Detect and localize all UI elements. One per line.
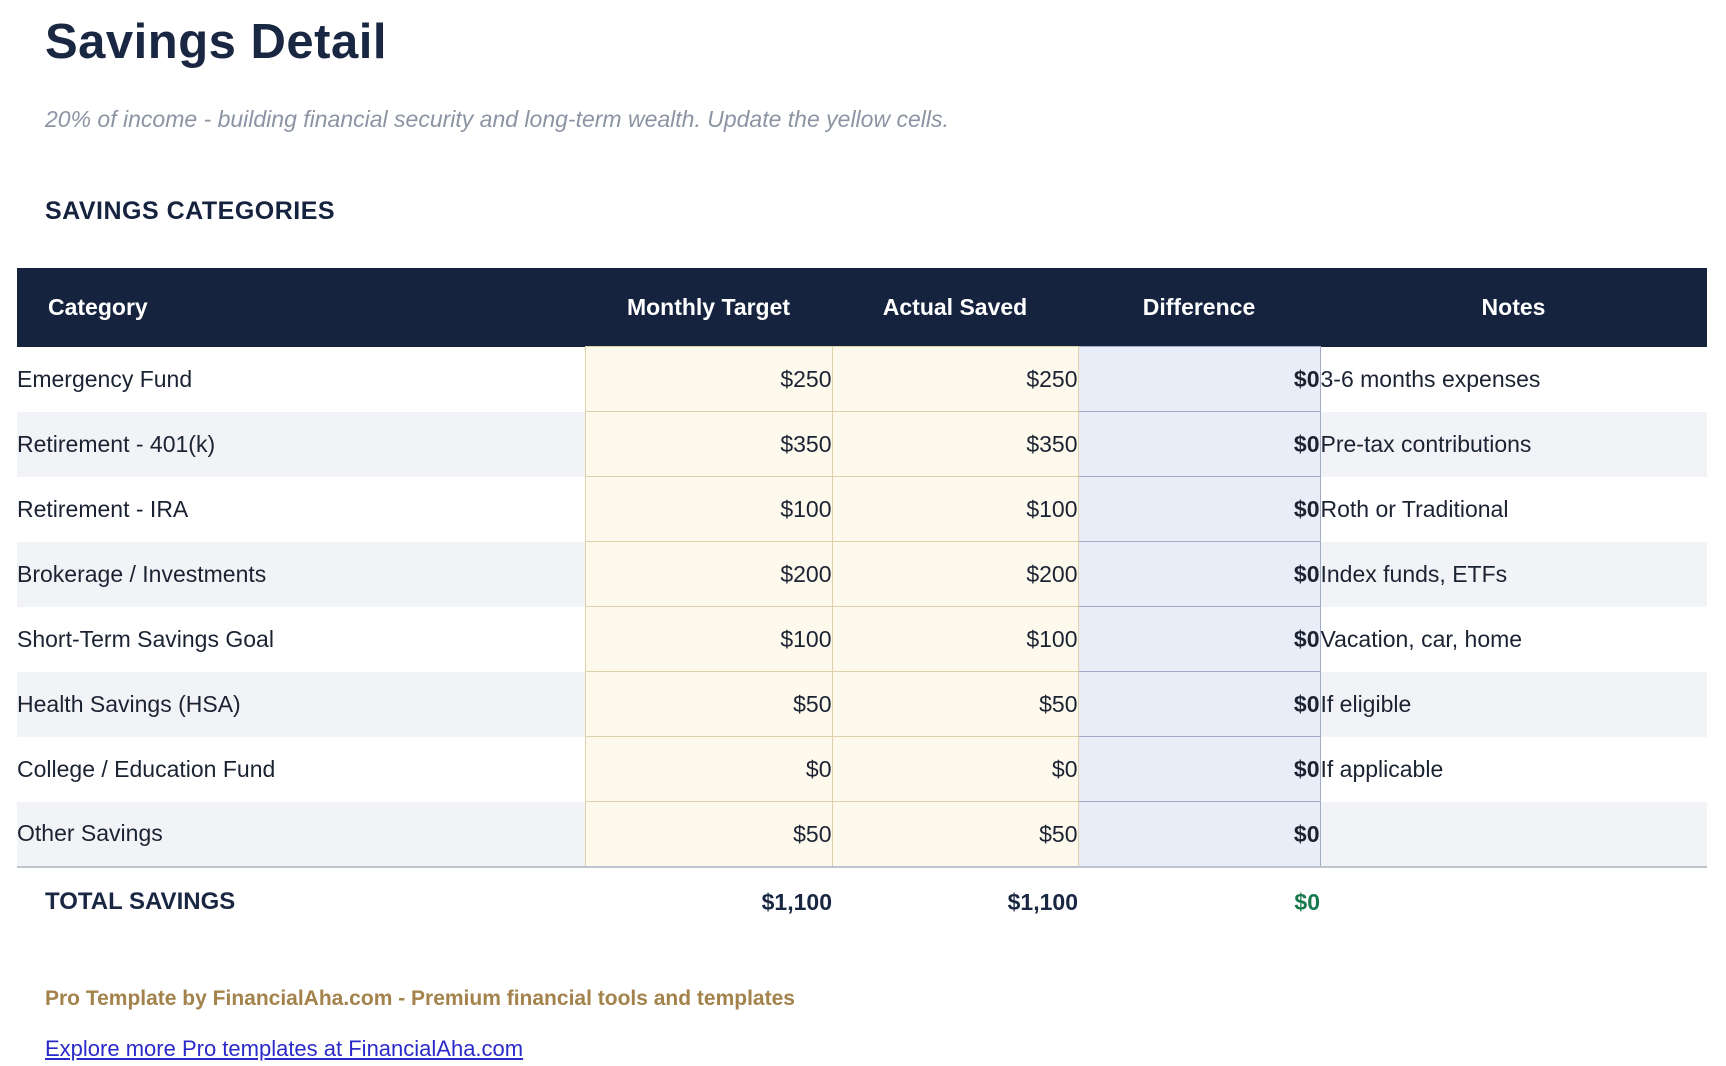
- table-row: Other Savings $50 $50 $0: [17, 801, 1707, 868]
- difference-cell: $0: [1077, 801, 1321, 868]
- savings-table-body: Emergency Fund $250 $250 $0 3-6 months e…: [17, 346, 1707, 868]
- total-notes: [1320, 866, 1707, 936]
- category-cell: College / Education Fund: [17, 755, 276, 782]
- actual-saved-cell[interactable]: $100: [831, 606, 1079, 672]
- total-savings-row: TOTAL SAVINGS $1,100 $1,100 $0: [17, 866, 1707, 936]
- actual-saved-cell[interactable]: $200: [831, 541, 1079, 607]
- total-label: TOTAL SAVINGS: [17, 866, 585, 936]
- table-row: Emergency Fund $250 $250 $0 3-6 months e…: [17, 346, 1707, 412]
- column-header-actual-saved: Actual Saved: [832, 268, 1078, 347]
- table-header-row: Category Monthly Target Actual Saved Dif…: [17, 268, 1707, 347]
- notes-cell: Vacation, car, home: [1320, 625, 1523, 652]
- monthly-target-cell[interactable]: $200: [584, 541, 833, 607]
- monthly-target-cell[interactable]: $50: [584, 801, 833, 868]
- actual-saved-cell[interactable]: $250: [831, 346, 1079, 412]
- table-row: Retirement - 401(k) $350 $350 $0 Pre-tax…: [17, 411, 1707, 477]
- table-row: Health Savings (HSA) $50 $50 $0 If eligi…: [17, 671, 1707, 737]
- monthly-target-cell[interactable]: $350: [584, 411, 833, 477]
- actual-saved-cell[interactable]: $50: [831, 671, 1079, 737]
- actual-saved-cell[interactable]: $0: [831, 736, 1079, 802]
- notes-cell: [1320, 802, 1707, 868]
- notes-cell: If applicable: [1320, 755, 1444, 782]
- explore-templates-link[interactable]: Explore more Pro templates at FinancialA…: [45, 1036, 524, 1061]
- monthly-target-cell[interactable]: $100: [584, 476, 833, 542]
- table-row: Brokerage / Investments $200 $200 $0 Ind…: [17, 541, 1707, 607]
- actual-saved-cell[interactable]: $50: [831, 801, 1079, 868]
- table-row: Short-Term Savings Goal $100 $100 $0 Vac…: [17, 606, 1707, 672]
- total-actual-saved: $1,100: [832, 866, 1078, 936]
- notes-cell: Pre-tax contributions: [1320, 430, 1532, 457]
- total-monthly-target: $1,100: [585, 866, 832, 936]
- page-title: Savings Detail: [45, 15, 387, 69]
- savings-categories-table: Category Monthly Target Actual Saved Dif…: [17, 268, 1707, 936]
- notes-cell: 3-6 months expenses: [1320, 365, 1541, 392]
- category-cell: Retirement - IRA: [17, 495, 189, 522]
- page-subtitle: 20% of income - building financial secur…: [45, 106, 949, 132]
- total-difference: $0: [1078, 866, 1320, 936]
- column-header-notes: Notes: [1320, 268, 1707, 347]
- table-row: Retirement - IRA $100 $100 $0 Roth or Tr…: [17, 476, 1707, 542]
- actual-saved-cell[interactable]: $100: [831, 476, 1079, 542]
- category-cell: Retirement - 401(k): [17, 430, 216, 457]
- pro-template-branding: Pro Template by FinancialAha.com - Premi…: [45, 987, 795, 1010]
- category-cell: Brokerage / Investments: [17, 560, 267, 587]
- monthly-target-cell[interactable]: $50: [584, 671, 833, 737]
- column-header-monthly-target: Monthly Target: [585, 268, 832, 347]
- difference-cell: $0: [1077, 476, 1321, 542]
- category-cell: Other Savings: [17, 820, 163, 847]
- difference-cell: $0: [1077, 541, 1321, 607]
- difference-cell: $0: [1077, 606, 1321, 672]
- column-header-category: Category: [17, 268, 585, 347]
- monthly-target-cell[interactable]: $0: [584, 736, 833, 802]
- category-cell: Short-Term Savings Goal: [17, 625, 274, 652]
- section-title-savings-categories: SAVINGS CATEGORIES: [45, 197, 336, 225]
- notes-cell: If eligible: [1320, 690, 1412, 717]
- actual-saved-cell[interactable]: $350: [831, 411, 1079, 477]
- column-header-difference: Difference: [1078, 268, 1320, 347]
- table-row: College / Education Fund $0 $0 $0 If app…: [17, 736, 1707, 802]
- monthly-target-cell[interactable]: $100: [584, 606, 833, 672]
- notes-cell: Roth or Traditional: [1320, 495, 1509, 522]
- category-cell: Emergency Fund: [17, 365, 193, 392]
- difference-cell: $0: [1077, 411, 1321, 477]
- difference-cell: $0: [1077, 736, 1321, 802]
- difference-cell: $0: [1077, 346, 1321, 412]
- notes-cell: Index funds, ETFs: [1320, 560, 1508, 587]
- monthly-target-cell[interactable]: $250: [584, 346, 833, 412]
- category-cell: Health Savings (HSA): [17, 690, 241, 717]
- difference-cell: $0: [1077, 671, 1321, 737]
